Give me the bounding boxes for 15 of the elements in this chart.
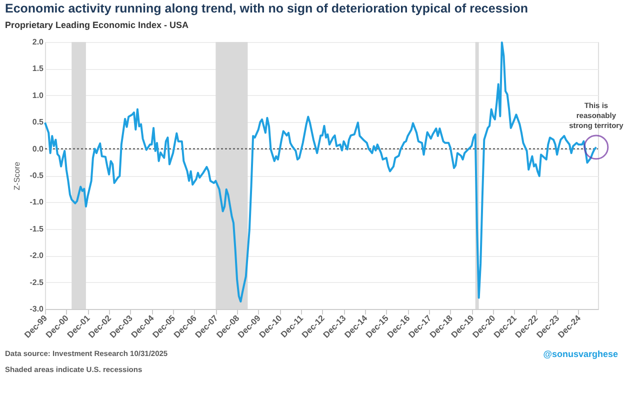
y-tick-label: -0.5 bbox=[30, 171, 44, 180]
y-tick-label: 0.5 bbox=[32, 118, 44, 127]
y-tick-label: 1.5 bbox=[32, 64, 44, 74]
y-tick-label: -3.0 bbox=[30, 304, 44, 314]
y-tick-label: -1.0 bbox=[30, 198, 44, 207]
y-tick-label: -2.5 bbox=[30, 278, 44, 287]
y-tick-label: 1.0 bbox=[32, 90, 44, 100]
y-tick-label: 0.0 bbox=[32, 144, 44, 154]
text: @sonusvarghese bbox=[543, 349, 618, 359]
y-tick-label: -2.0 bbox=[30, 251, 44, 260]
chart-subtitle: Proprietary Leading Economic Index - USA bbox=[5, 20, 190, 30]
y-tick-label: 2.0 bbox=[32, 38, 44, 46]
y-axis-title: Z-Score bbox=[12, 161, 22, 190]
chart-title: Economic activity running along trend, with no sign of deterioration typical of recession bbox=[5, 2, 528, 16]
y-tick-label: -1.5 bbox=[30, 224, 44, 234]
